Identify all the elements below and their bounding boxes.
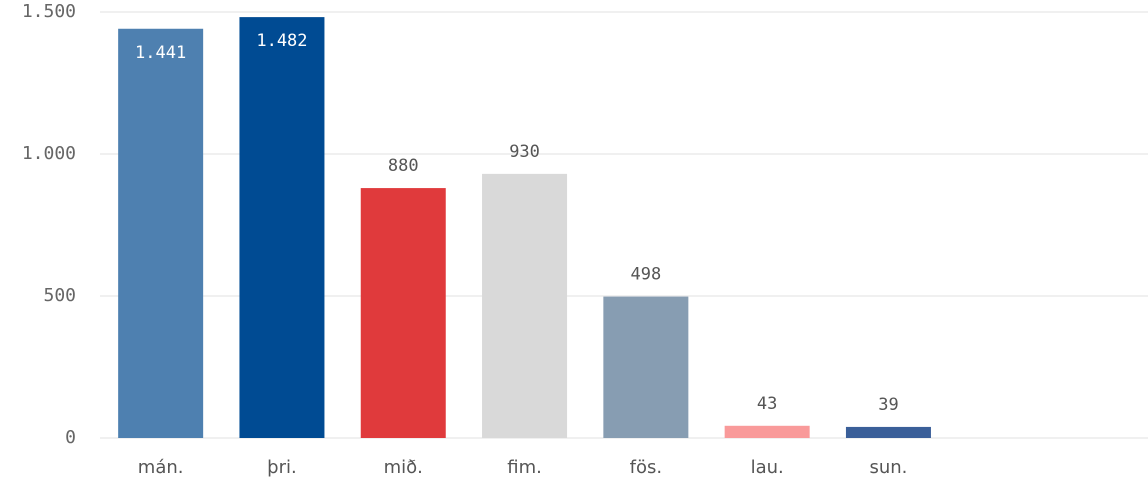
bar — [724, 425, 810, 438]
bar — [482, 173, 568, 438]
bar — [118, 28, 204, 438]
value-label: 39 — [878, 395, 898, 415]
x-tick-label: fös. — [630, 457, 662, 478]
y-tick-label: 1.500 — [22, 1, 76, 22]
x-tick-label: mið. — [384, 457, 423, 478]
y-tick-label: 1.000 — [22, 143, 76, 164]
bar — [603, 296, 689, 438]
value-label: 498 — [630, 265, 661, 285]
bar — [239, 17, 325, 438]
x-tick-label: fim. — [507, 457, 542, 478]
x-tick-label: þri. — [267, 457, 297, 478]
bar — [845, 426, 931, 438]
x-tick-label: lau. — [751, 457, 784, 478]
value-label: 930 — [509, 142, 540, 162]
value-label: 1.441 — [135, 43, 186, 63]
bar — [360, 188, 446, 438]
value-label: 880 — [388, 156, 419, 176]
x-tick-label: mán. — [138, 457, 184, 478]
y-tick-label: 500 — [43, 285, 76, 306]
x-tick-label: sun. — [869, 457, 907, 478]
y-tick-label: 0 — [65, 427, 76, 448]
value-label: 43 — [757, 394, 777, 414]
value-label: 1.482 — [256, 31, 307, 51]
